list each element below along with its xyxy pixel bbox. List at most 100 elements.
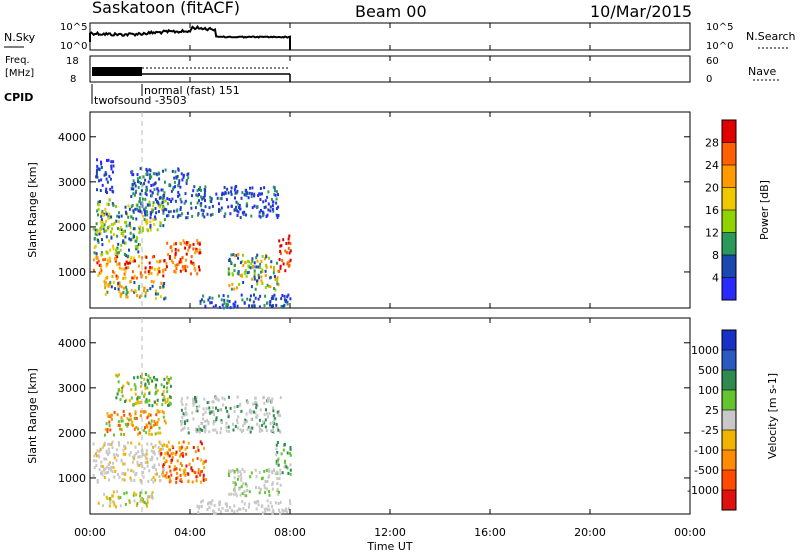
data-cell <box>154 378 157 381</box>
cpid-mode-twofsound: twofsound -3503 <box>94 94 187 107</box>
data-cell <box>169 469 172 473</box>
data-cell <box>152 480 155 484</box>
data-cell <box>96 164 99 168</box>
data-cell <box>285 242 288 245</box>
data-cell <box>167 381 170 385</box>
data-cell <box>130 187 133 191</box>
data-cell <box>132 209 135 213</box>
data-cell <box>286 302 289 306</box>
data-cell <box>198 265 200 269</box>
data-cell <box>230 190 233 194</box>
data-cell <box>112 244 114 248</box>
data-cell <box>199 204 202 208</box>
data-cell <box>269 501 272 505</box>
data-cell <box>140 261 143 265</box>
data-cell <box>228 430 231 433</box>
data-cell <box>139 192 142 196</box>
data-cell <box>136 173 139 177</box>
data-cell <box>222 306 225 310</box>
data-cell <box>212 428 215 432</box>
data-cell <box>160 452 163 455</box>
data-cell <box>241 191 244 195</box>
data-cell <box>109 428 112 432</box>
data-cell <box>211 204 214 208</box>
data-cell <box>198 404 201 408</box>
data-cell <box>250 471 253 475</box>
data-cell <box>163 218 166 222</box>
data-cell <box>285 510 288 514</box>
freq-left-tick-top: 18 <box>66 56 79 67</box>
data-cell <box>268 490 270 494</box>
data-cell <box>138 196 141 200</box>
data-cell <box>112 223 114 226</box>
data-cell <box>171 197 174 201</box>
data-cell <box>278 508 280 512</box>
data-cell <box>245 509 248 512</box>
data-cell <box>266 499 269 503</box>
data-cell <box>117 495 120 499</box>
data-cell <box>99 200 101 204</box>
data-cell <box>106 465 109 469</box>
data-cell <box>144 211 146 215</box>
data-cell <box>136 401 139 405</box>
data-cell <box>183 201 186 205</box>
data-cell <box>289 249 292 253</box>
y-tick-label: 1000 <box>58 472 86 485</box>
data-cell <box>129 280 132 284</box>
data-cell <box>177 262 180 266</box>
data-cell <box>258 429 261 433</box>
data-cell <box>161 403 164 407</box>
data-cell <box>236 418 238 422</box>
data-cell <box>227 267 230 271</box>
data-cell <box>240 473 242 477</box>
data-cell <box>258 418 261 422</box>
data-cell <box>124 253 127 257</box>
data-cell <box>187 441 190 445</box>
data-cell <box>168 378 171 382</box>
data-cell <box>137 209 140 213</box>
data-cell <box>177 184 180 188</box>
data-cell <box>101 221 104 225</box>
data-cell <box>149 225 152 229</box>
data-cell <box>288 499 291 503</box>
data-cell <box>109 414 112 418</box>
data-cell <box>279 249 282 253</box>
data-cell <box>184 269 187 273</box>
data-cell <box>154 198 157 201</box>
data-cell <box>134 385 137 389</box>
data-cell <box>206 401 209 405</box>
data-cell <box>206 419 209 423</box>
data-cell <box>213 413 216 416</box>
data-cell <box>228 257 231 261</box>
data-cell <box>258 427 261 431</box>
data-cell <box>174 242 177 246</box>
data-cell <box>261 268 264 272</box>
data-cell <box>289 447 292 451</box>
data-cell <box>194 268 197 272</box>
colorbar-segment <box>722 187 736 210</box>
data-cell <box>245 213 247 217</box>
data-cell <box>169 246 172 249</box>
data-cell <box>233 470 236 473</box>
y-tick-label: 3000 <box>58 176 86 189</box>
data-cell <box>209 213 212 217</box>
data-cell <box>264 418 267 422</box>
data-cell <box>285 507 287 511</box>
data-cell <box>255 205 258 209</box>
data-cell <box>164 474 167 478</box>
data-cell <box>126 381 129 385</box>
data-cell <box>203 425 206 429</box>
data-cell <box>100 226 102 230</box>
data-cell <box>181 178 184 182</box>
data-cell <box>208 296 211 300</box>
data-cell <box>276 279 279 283</box>
data-cell <box>170 461 173 465</box>
data-cell <box>284 463 287 467</box>
data-cell <box>154 478 157 482</box>
data-cell <box>162 211 165 215</box>
data-cell <box>136 504 138 507</box>
data-cell <box>135 493 138 497</box>
data-cell <box>164 168 167 172</box>
colorbar-tick-label: 28 <box>705 137 719 150</box>
